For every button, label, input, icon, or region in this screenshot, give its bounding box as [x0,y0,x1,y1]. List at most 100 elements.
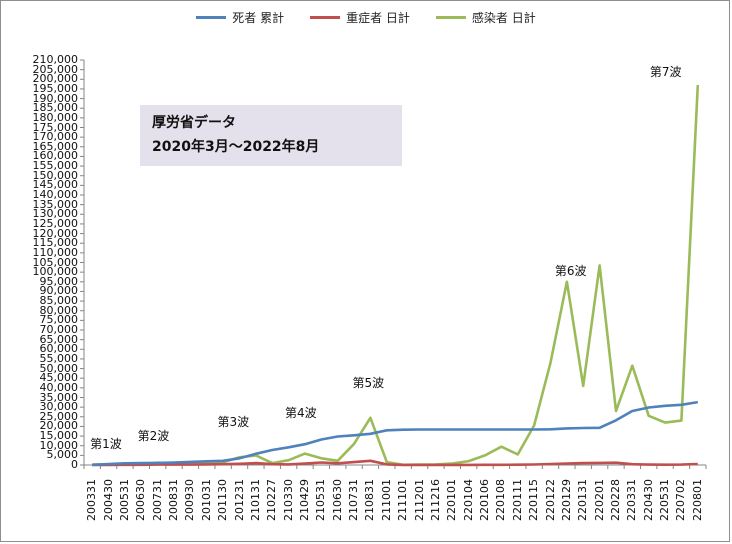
y-tick-label: 210,000 [32,53,79,66]
x-tick-label: 200831 [167,479,181,521]
x-tick-label: 210731 [347,479,361,521]
y-tick-label: 85,000 [39,294,79,308]
y-tick-label: 175,000 [32,120,79,134]
x-tick-label: 220131 [576,479,590,521]
y-tick-label: 25,000 [39,409,79,423]
y-tick-label: 70,000 [39,323,79,336]
y-tick-label: 195,000 [32,81,79,95]
y-tick-label: 130,000 [32,207,79,221]
y-tick-label: 140,000 [32,188,79,201]
wave-label: 第6波 [554,263,587,278]
x-tick-label: 210429 [297,479,311,521]
x-tick-label: 210227 [265,479,279,521]
legend-swatch-severe [310,16,341,19]
series-line-severe [92,459,698,467]
x-tick-label: 211101 [396,479,410,521]
source-textbox-line-1: 厚労省データ [152,115,236,131]
x-tick-label: 220108 [494,479,508,521]
y-tick-label: 160,000 [32,149,79,163]
wave-label: 第4波 [284,406,317,421]
y-tick-label: 100,000 [32,265,79,279]
wave-label: 第2波 [137,428,170,443]
y-tick-label: 185,000 [32,101,79,115]
y-tick-label: 60,000 [39,342,79,356]
x-tick-label: 201130 [216,479,230,521]
x-tick-label: 220104 [461,479,475,521]
x-tick-label: 220106 [478,479,492,521]
y-tick-label: 30,000 [39,400,79,414]
y-tick-label: 135,000 [32,197,79,211]
x-tick-label: 220702 [674,479,688,521]
y-tick-label: 0 [71,458,78,471]
wave-label: 第1波 [90,436,122,451]
y-tick-label: 75,000 [39,313,79,327]
y-tick-label: 120,000 [32,226,79,240]
y-tick-label: 45,000 [39,371,79,385]
x-tick-label: 220531 [658,479,672,521]
x-tick-label: 211001 [379,479,393,521]
legend-item-infected: 感染者 日計 [435,9,536,26]
y-tick-label: 105,000 [32,255,79,269]
y-tick-label: 155,000 [32,159,79,173]
x-tick-label: 210531 [314,479,328,521]
y-tick-label: 65,000 [39,332,79,346]
x-tick-label: 220115 [527,479,541,521]
y-tick-label: 180,000 [32,110,79,124]
y-tick-label: 50,000 [39,361,79,375]
x-tick-label: 210131 [248,479,262,521]
y-tick-label: 90,000 [39,284,79,298]
legend-label-deaths: 死者 累計 [232,11,285,25]
y-tick-label: 80,000 [39,303,79,317]
x-tick-label: 220122 [543,479,557,521]
y-tick-label: 205,000 [32,62,79,76]
y-tick-label: 115,000 [32,236,79,250]
y-tick-label: 150,000 [32,168,79,182]
x-tick-label: 201231 [232,479,246,521]
source-textbox: 厚労省データ 2020年3月～2022年8月 [140,105,402,166]
x-tick-label: 200430 [101,479,115,521]
x-tick-label: 211201 [412,479,426,521]
x-tick-label: 220129 [559,479,573,521]
y-tick-label: 145,000 [32,178,79,192]
y-tick-label: 40,000 [39,380,79,394]
y-tick-label: 10,000 [39,438,79,452]
x-tick-label: 210831 [363,479,377,521]
y-tick-label: 190,000 [32,91,79,105]
legend-item-deaths: 死者 累計 [196,9,284,26]
y-tick-label: 110,000 [32,245,79,259]
wave-label: 第3波 [217,415,250,430]
x-tick-label: 220201 [592,479,606,521]
x-tick-label: 211216 [428,479,442,521]
y-tick-label: 20,000 [39,419,79,433]
y-tick-label: 55,000 [39,351,79,365]
legend-label-severe: 重症者 日計 [346,11,410,25]
x-tick-label: 220331 [625,479,639,521]
y-tick-label: 35,000 [39,390,79,404]
legend-label-infected: 感染者 日計 [471,11,536,25]
x-tick-label: 200731 [150,479,164,521]
legend-swatch-deaths [196,16,227,19]
source-textbox-line-2: 2020年3月～2022年8月 [152,139,320,155]
y-tick-label: 200,000 [32,72,79,86]
legend-swatch-infected [435,16,466,19]
y-tick-label: 95,000 [39,274,79,288]
x-tick-label: 220101 [445,479,459,521]
y-tick-label: 5,000 [46,448,79,462]
y-tick-label: 125,000 [32,216,79,230]
x-tick-label: 200930 [183,479,197,521]
x-tick-label: 220430 [641,479,655,521]
x-tick-label: 200531 [117,479,131,521]
x-tick-label: 210630 [330,479,344,521]
x-tick-label: 220111 [510,479,524,521]
y-tick-label: 15,000 [39,429,79,443]
wave-label: 第5波 [352,375,385,390]
y-tick-label: 165,000 [32,139,79,153]
x-tick-label: 220801 [690,479,704,521]
series-line-deaths [92,400,699,467]
x-tick-label: 201031 [199,479,213,521]
x-tick-label: 210330 [281,479,295,521]
x-tick-label: 200630 [134,479,148,521]
wave-label: 第7波 [649,65,682,80]
